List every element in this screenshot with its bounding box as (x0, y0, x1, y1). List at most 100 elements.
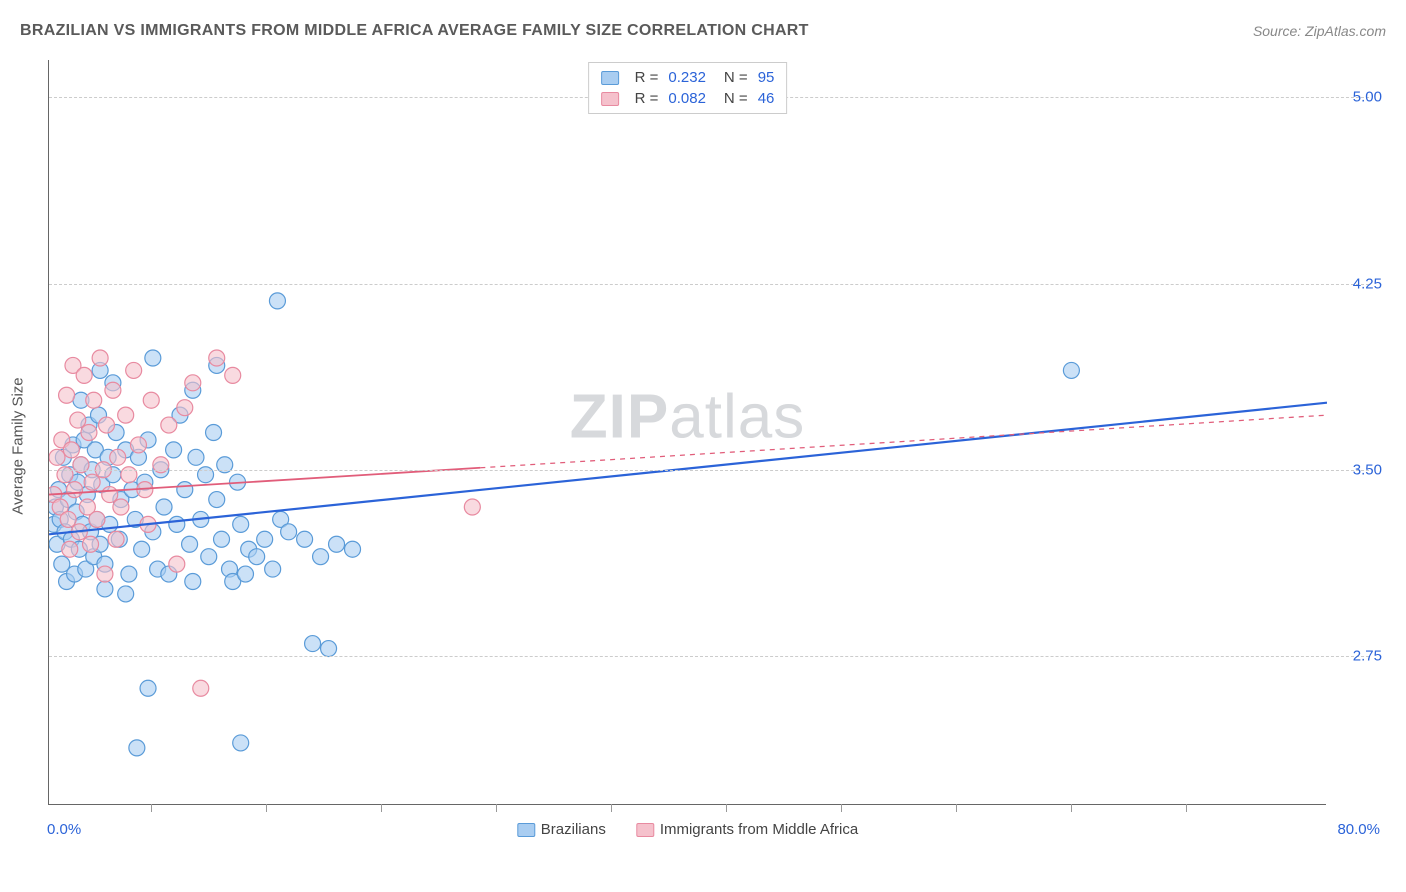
data-point (130, 437, 146, 453)
data-point (134, 541, 150, 557)
data-point (345, 541, 361, 557)
data-point (305, 636, 321, 652)
stat-row: R =0.082N =46 (601, 88, 775, 109)
data-point (329, 536, 345, 552)
plot-region: ZIPatlas R =0.232N =95R =0.082N =46 0.0%… (48, 60, 1326, 805)
data-point (67, 482, 83, 498)
data-point (169, 556, 185, 572)
y-tick-label: 4.25 (1353, 275, 1382, 292)
data-point (126, 362, 142, 378)
data-point (321, 641, 337, 657)
data-point (97, 566, 113, 582)
x-tick (496, 804, 497, 812)
data-point (59, 387, 75, 403)
data-point (110, 449, 126, 465)
correlation-stat-box: R =0.232N =95R =0.082N =46 (588, 62, 788, 114)
data-point (83, 536, 99, 552)
data-point (201, 549, 217, 565)
stat-row: R =0.232N =95 (601, 67, 775, 88)
data-point (62, 541, 78, 557)
data-point (185, 574, 201, 590)
legend-label: Brazilians (541, 821, 606, 838)
gridline (49, 470, 1369, 471)
data-point (237, 566, 253, 582)
data-point (118, 586, 134, 602)
y-tick-label: 5.00 (1353, 89, 1382, 106)
data-point (177, 482, 193, 498)
data-point (169, 516, 185, 532)
data-point (121, 566, 137, 582)
data-point (233, 735, 249, 751)
stat-n-value: 46 (758, 90, 775, 107)
chart-area: Average Family Size ZIPatlas R =0.232N =… (48, 60, 1388, 832)
data-point (206, 425, 222, 441)
data-point (108, 531, 124, 547)
data-point (225, 367, 241, 383)
y-tick-label: 3.50 (1353, 461, 1382, 478)
stat-r-value: 0.232 (668, 69, 706, 86)
x-tick (841, 804, 842, 812)
x-axis-start-label: 0.0% (47, 821, 81, 838)
data-point (143, 392, 159, 408)
stat-r-value: 0.082 (668, 90, 706, 107)
data-point (99, 417, 115, 433)
data-point (129, 740, 145, 756)
x-tick (266, 804, 267, 812)
y-tick-label: 2.75 (1353, 648, 1382, 665)
legend-item: Immigrants from Middle Africa (636, 821, 858, 838)
bottom-legend: Brazilians Immigrants from Middle Africa (517, 821, 858, 838)
data-point (188, 449, 204, 465)
data-point (249, 549, 265, 565)
x-tick (1186, 804, 1187, 812)
data-point (76, 367, 92, 383)
data-point (209, 350, 225, 366)
data-point (214, 531, 230, 547)
x-tick (611, 804, 612, 812)
data-point (84, 474, 100, 490)
data-point (97, 581, 113, 597)
data-point (49, 449, 65, 465)
data-point (233, 516, 249, 532)
chart-title: BRAZILIAN VS IMMIGRANTS FROM MIDDLE AFRI… (20, 22, 809, 40)
data-point (269, 293, 285, 309)
data-point (464, 499, 480, 515)
data-point (140, 680, 156, 696)
data-point (92, 350, 108, 366)
data-point (166, 442, 182, 458)
data-point (257, 531, 273, 547)
legend-item: Brazilians (517, 821, 606, 838)
x-tick (956, 804, 957, 812)
data-point (281, 524, 297, 540)
data-point (313, 549, 329, 565)
data-point (63, 442, 79, 458)
x-tick (381, 804, 382, 812)
data-point (185, 375, 201, 391)
data-point (297, 531, 313, 547)
data-point (1063, 362, 1079, 378)
regression-line (49, 403, 1327, 535)
x-tick (1071, 804, 1072, 812)
data-point (102, 487, 118, 503)
data-point (81, 425, 97, 441)
legend-swatch (517, 823, 535, 837)
data-point (118, 407, 134, 423)
data-point (89, 511, 105, 527)
stat-n-value: 95 (758, 69, 775, 86)
scatter-svg (49, 60, 1327, 805)
data-point (156, 499, 172, 515)
data-point (182, 536, 198, 552)
data-point (145, 350, 161, 366)
legend-swatch (601, 92, 619, 106)
stat-r-label: R = (635, 90, 659, 107)
data-point (113, 499, 129, 515)
data-point (193, 680, 209, 696)
data-point (161, 417, 177, 433)
data-point (177, 400, 193, 416)
data-point (60, 511, 76, 527)
data-point (70, 412, 86, 428)
x-tick (726, 804, 727, 812)
source-label: Source: ZipAtlas.com (1253, 23, 1386, 39)
data-point (105, 382, 121, 398)
data-point (86, 392, 102, 408)
x-axis-end-label: 80.0% (1337, 821, 1380, 838)
